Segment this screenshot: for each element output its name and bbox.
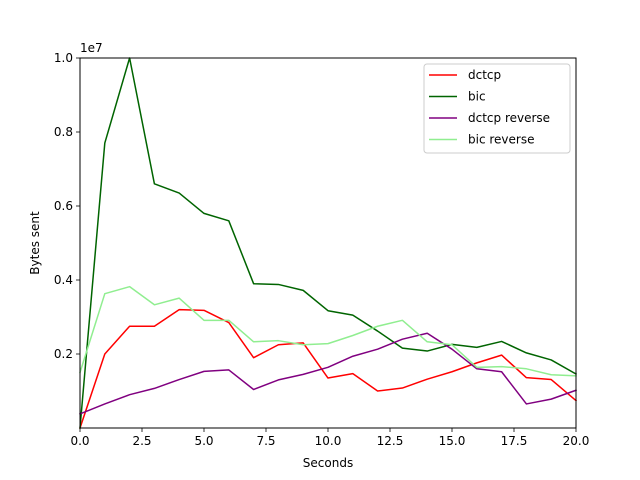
x-tick-label: 2.5 bbox=[132, 434, 151, 448]
series-line-dctcp bbox=[79, 308, 578, 429]
y-axis: 0.2 0.4 0.6 0.8 1.0 bbox=[54, 51, 80, 361]
legend-label-bic: bic bbox=[468, 90, 486, 104]
x-tick-label: 5.0 bbox=[194, 434, 213, 448]
y-tick-label: 0.2 bbox=[54, 347, 73, 361]
series-dctcp bbox=[79, 308, 578, 429]
y-axis-label: Bytes sent bbox=[28, 211, 42, 275]
y-tick-label: 1.0 bbox=[54, 51, 73, 65]
series-line-bic bbox=[79, 57, 578, 429]
series-line-bic-reverse bbox=[79, 285, 577, 377]
legend-label-dctcp-reverse: dctcp reverse bbox=[468, 111, 550, 125]
x-tick-label: 7.5 bbox=[256, 434, 275, 448]
x-tick-label: 0.0 bbox=[70, 434, 89, 448]
series-bic bbox=[79, 57, 578, 429]
x-tick-label: 15.0 bbox=[439, 434, 466, 448]
x-tick-label: 20.0 bbox=[563, 434, 590, 448]
x-tick-label: 17.5 bbox=[501, 434, 528, 448]
legend-box bbox=[423, 63, 571, 154]
legend-label-bic-reverse: bic reverse bbox=[468, 133, 534, 147]
series-bic-reverse bbox=[79, 285, 577, 377]
x-tick-label: 10.0 bbox=[315, 434, 342, 448]
y-multiplier-label: 1e7 bbox=[80, 41, 103, 55]
y-tick-label: 0.8 bbox=[54, 125, 73, 139]
legend: dctcp bic dctcp reverse bic reverse bbox=[423, 63, 571, 154]
y-tick-label: 0.4 bbox=[54, 273, 73, 287]
x-axis-label: Seconds bbox=[303, 456, 353, 470]
x-axis: 0.0 2.5 5.0 7.5 10.0 12.5 15.0 17.5 20.0 bbox=[70, 428, 589, 448]
y-tick-label: 0.6 bbox=[54, 199, 73, 213]
series-dctcp-reverse bbox=[79, 332, 577, 415]
series-layer bbox=[79, 57, 578, 429]
x-tick-label: 12.5 bbox=[377, 434, 404, 448]
series-line-dctcp-reverse bbox=[79, 332, 577, 415]
legend-label-dctcp: dctcp bbox=[468, 68, 501, 82]
